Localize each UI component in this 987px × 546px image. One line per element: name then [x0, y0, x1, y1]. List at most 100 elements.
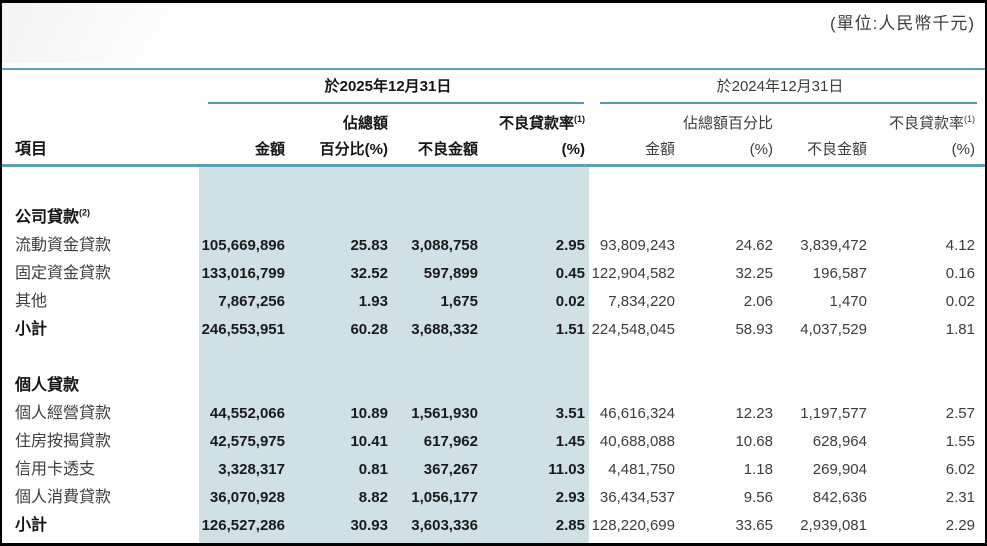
table-row-personal-business-loans: 個人經營貸款 44,552,066 10.89 1,561,930 3.51 4…: [2, 400, 985, 428]
header-2025-pct-line2: 百分比(%): [319, 141, 388, 158]
cell-2024-amount: 4,481,750: [608, 461, 675, 478]
footnote-ref-2: (2): [79, 207, 91, 218]
table-row-personal-subtotal: 小計 126,527,286 30.93 3,603,336 2.85 128,…: [2, 512, 985, 540]
cell-2025-npl-amount: 1,675: [440, 293, 478, 310]
cell-2025-npl-rate: 2.93: [555, 489, 585, 506]
section-label-text: 公司貸款: [15, 209, 80, 226]
cell-2024-npl-rate: 2.31: [945, 489, 975, 506]
section-gap: [2, 344, 985, 372]
header-2024-pct-line1: 佔總額百分比: [682, 115, 773, 132]
year-header-row: 於2025年12月31日 於2024年12月31日: [2, 72, 985, 102]
item-column-header: 項目: [15, 141, 48, 158]
cell-2024-amount: 224,548,045: [591, 321, 675, 338]
cell-2025-npl-rate: 11.03: [548, 461, 585, 478]
cell-2025-npl-amount: 597,899: [423, 265, 478, 282]
cell-2024-pct: 32.25: [735, 265, 773, 282]
section-row-personal-loans: 個人貸款: [2, 372, 985, 400]
subheader-row-1: 佔總額 不良貸款率(1) 佔總額百分比 不良貸款率(1): [2, 111, 985, 137]
cell-2024-npl-rate: 4.12: [945, 237, 975, 254]
cell-2024-amount: 46,616,324: [599, 405, 675, 422]
section-row-corporate-loans: 公司貸款(2): [2, 204, 985, 232]
cell-2024-amount: 93,809,243: [599, 237, 675, 254]
cell-2024-npl-amount: 4,037,529: [800, 321, 867, 338]
row-label: 住房按揭貸款: [15, 433, 112, 450]
cell-2025-amount: 3,328,317: [218, 461, 285, 478]
cell-2024-npl-rate: 6.02: [945, 461, 975, 478]
column-highlight-2025: [199, 167, 589, 543]
scan-artifact: [2, 3, 242, 63]
cell-2025-npl-amount: 1,561,930: [411, 405, 478, 422]
cell-2024-npl-amount: 628,964: [812, 433, 867, 450]
cell-2025-amount: 126,527,286: [201, 517, 285, 534]
subheader-row-2: 項目 金額 百分比(%) 不良金額 (%) 金額 (%) 不良金額 (%): [2, 137, 985, 163]
cell-2025-pct: 60.28: [350, 321, 388, 338]
row-label: 小計: [15, 517, 48, 534]
cell-2024-pct: 33.65: [735, 517, 773, 534]
table-row-others: 其他 7,867,256 1.93 1,675 0.02 7,834,220 2…: [2, 288, 985, 316]
cell-2025-pct: 10.41: [350, 433, 388, 450]
cell-2024-npl-amount: 2,939,081: [800, 517, 867, 534]
cell-2025-amount: 42,575,975: [209, 433, 285, 450]
cell-2025-npl-amount: 3,688,332: [411, 321, 478, 338]
cell-2024-amount: 36,434,537: [599, 489, 675, 506]
cell-2025-pct: 30.93: [350, 517, 388, 534]
header-2025-npl-rate-pct: (%): [561, 141, 585, 158]
cell-2024-npl-rate: 2.57: [945, 405, 975, 422]
row-label: 個人消費貸款: [15, 489, 112, 506]
section-label: 公司貸款(2): [15, 204, 191, 232]
header-bottom-rule: [2, 164, 985, 167]
cell-2024-pct: 12.23: [735, 405, 773, 422]
cell-2024-npl-amount: 196,587: [812, 265, 867, 282]
footnote-ref-1: (1): [964, 114, 975, 124]
cell-2024-amount: 7,834,220: [608, 293, 675, 310]
cell-2024-npl-rate: 1.55: [945, 433, 975, 450]
cell-2024-pct: 58.93: [735, 321, 773, 338]
cell-2025-pct: 0.81: [358, 461, 388, 478]
cell-2025-amount: 7,867,256: [218, 293, 285, 310]
cell-2025-pct: 25.83: [350, 237, 388, 254]
row-label: 小計: [15, 321, 48, 338]
header-2025-npl-amount: 不良金額: [417, 141, 478, 158]
cell-2024-pct: 24.62: [735, 237, 773, 254]
header-2025-npl-rate: 不良貸款率(1): [478, 111, 585, 137]
table-row-credit-card-overdraft: 信用卡透支 3,328,317 0.81 367,267 11.03 4,481…: [2, 456, 985, 484]
cell-2025-npl-amount: 3,603,336: [411, 517, 478, 534]
cell-2024-pct: 10.68: [735, 433, 773, 450]
table-row-fixed-asset-loans: 固定資金貸款 133,016,799 32.52 597,899 0.45 12…: [2, 260, 985, 288]
cell-2024-amount: 40,688,088: [599, 433, 675, 450]
section-label: 個人貸款: [15, 372, 191, 400]
header-2024-npl-rate-pct: (%): [951, 141, 975, 158]
header-2024-amount: 金額: [644, 141, 675, 158]
cell-2024-amount: 128,220,699: [591, 517, 675, 534]
cell-2025-npl-amount: 367,267: [423, 461, 478, 478]
cell-2024-pct: 1.18: [743, 461, 773, 478]
cell-2025-npl-rate: 3.51: [555, 405, 585, 422]
cell-2024-pct: 9.56: [743, 489, 773, 506]
cell-2024-amount: 122,904,582: [591, 265, 675, 282]
table-body: 公司貸款(2) 流動資金貸款 105,669,896 25.83 3,088,7…: [2, 168, 985, 543]
cell-2024-npl-amount: 842,636: [812, 489, 867, 506]
table-row-residential-mortgage-loans: 住房按揭貸款 42,575,975 10.41 617,962 1.45 40,…: [2, 428, 985, 456]
section-label-text: 個人貸款: [15, 377, 80, 394]
table-row-personal-consumption-loans: 個人消費貸款 36,070,928 8.82 1,056,177 2.93 36…: [2, 484, 985, 512]
row-label: 個人經營貸款: [15, 405, 112, 422]
row-label: 其他: [15, 293, 48, 310]
header-2025-amount: 金額: [254, 141, 285, 158]
cell-2025-npl-rate: 1.45: [555, 433, 585, 450]
unit-note: (單位:人民幣千元): [829, 14, 975, 33]
cell-2024-npl-amount: 1,470: [829, 293, 867, 310]
table-top-rule: [2, 68, 985, 70]
cell-2025-pct: 1.93: [358, 293, 388, 310]
cell-2024-npl-amount: 269,904: [812, 461, 867, 478]
table-row-working-capital-loans: 流動資金貸款 105,669,896 25.83 3,088,758 2.95 …: [2, 232, 985, 260]
cell-2025-npl-amount: 617,962: [423, 433, 478, 450]
group-2024-underline: [600, 102, 977, 104]
cell-2024-npl-rate: 0.16: [945, 265, 975, 282]
empty-cell: [388, 111, 478, 137]
cell-2024-npl-amount: 1,197,577: [800, 405, 867, 422]
header-2024-npl-amount: 不良金額: [806, 141, 867, 158]
cell-2025-pct: 10.89: [350, 405, 388, 422]
cell-2025-amount: 133,016,799: [201, 265, 285, 282]
header-2024-npl-rate: 不良貸款率(1): [867, 111, 975, 137]
